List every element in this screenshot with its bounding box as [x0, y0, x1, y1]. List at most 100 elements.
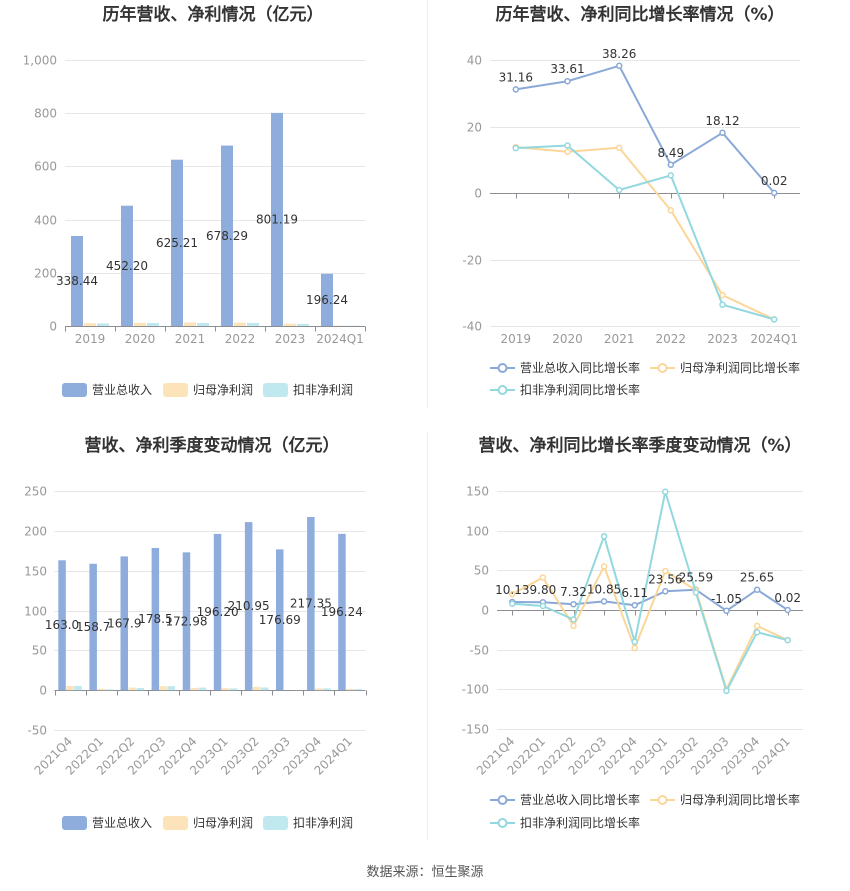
data-label-revenue-2024q1: 196.24 — [321, 605, 363, 619]
bar-net-profit-2022q1 — [97, 688, 105, 691]
legend-item-net-profit-growth: 归母净利润同比增长率 — [650, 360, 800, 375]
bar-revenue-2023q2 — [244, 522, 253, 691]
bar-revenue-2022q1 — [89, 563, 97, 691]
point-deducted-net-profit-growth-2022q3 — [600, 532, 608, 540]
data-label-revenue-2022q1: 158.7 — [76, 620, 110, 634]
y-tick-label: 150 — [24, 565, 47, 579]
point-deducted-net-profit-growth-2024q1 — [770, 316, 778, 323]
line-deducted-net-profit-growth — [515, 144, 775, 321]
point-revenue-growth-2024q1 — [784, 606, 791, 614]
bar-deducted-net-profit-2022 — [247, 322, 259, 326]
legend-item-deducted-net-profit: 扣非净利润 — [263, 816, 353, 830]
bar-revenue-2024q1 — [338, 533, 346, 691]
bar-deducted-net-profit-2023q2 — [260, 687, 269, 691]
data-label-revenue-2021q4: 163.0 — [45, 618, 79, 632]
series-revenue — [58, 517, 346, 691]
series-net-profit — [84, 322, 346, 326]
data-label-revenue-growth-2023q4: 25.65 — [740, 571, 774, 585]
data-label-revenue-2022q2: 167.9 — [107, 616, 141, 630]
bar-revenue-2021q4 — [58, 560, 66, 691]
y-tick-label: 200 — [34, 267, 57, 281]
y-tick-label: 40 — [467, 54, 482, 68]
legend-label: 营业总收入同比增长率 — [520, 792, 640, 807]
bar-deducted-net-profit-2022q1 — [105, 689, 113, 691]
plot-area: 0 200 400 600 800 1,000 2019 2020 2021 2022 2023 20… — [23, 54, 366, 397]
series-deducted-net-profit — [97, 322, 359, 326]
data-label-revenue-2023q3: 176.69 — [259, 613, 301, 627]
bar-deducted-net-profit-2024q1 — [354, 689, 362, 691]
bar-deducted-net-profit-2023 — [297, 323, 309, 326]
y-tick-label: 50 — [474, 564, 489, 578]
point-deducted-net-profit-growth-2022q2 — [570, 616, 577, 623]
legend-swatch — [163, 383, 188, 397]
bar-net-profit-2022q3 — [159, 686, 168, 691]
y-tick-label: 0 — [474, 187, 482, 201]
legend-marker-icon — [657, 363, 668, 373]
bar-deducted-net-profit-2021 — [197, 322, 209, 326]
legend-label: 归母净利润 — [193, 383, 253, 397]
y-tick-label: 100 — [24, 605, 47, 619]
point-revenue-growth-2022 — [667, 161, 675, 169]
data-label-revenue-growth-2022q3: 10.85 — [587, 582, 621, 596]
legend-label: 归母净利润 — [193, 816, 253, 830]
legend-item-net-profit: 归母净利润 — [163, 383, 253, 397]
legend-label: 营业总收入 — [92, 383, 152, 397]
y-tick-label: 200 — [24, 525, 47, 539]
point-revenue-growth-2020 — [564, 77, 571, 85]
x-tick-label-2023: 2023 — [707, 332, 738, 346]
chart-title: 营收、净利季度变动情况（亿元） — [85, 435, 340, 456]
bar-revenue-2022q2 — [120, 556, 128, 691]
bar-net-profit-2023q2 — [252, 686, 261, 691]
legend-item-deducted-net-profit-growth: 扣非净利润同比增长率 — [490, 815, 640, 830]
data-label-revenue-2020: 452.20 — [106, 259, 148, 273]
x-tick-label-2024q1: 2024Q1 — [750, 332, 798, 346]
legend-label: 归母净利润同比增长率 — [680, 792, 800, 807]
y-tick-label: -20 — [462, 254, 482, 268]
x-tick-label-2021: 2021 — [604, 332, 635, 346]
point-net-profit-growth-2022q3 — [600, 563, 608, 570]
data-label-revenue-2023q4: 217.35 — [290, 597, 332, 611]
point-revenue-growth-2023q4 — [753, 586, 761, 593]
point-deducted-net-profit-growth-2022q4 — [631, 638, 638, 645]
legend-item-revenue-growth: 营业总收入同比增长率 — [490, 792, 640, 807]
y-tick-label: -40 — [462, 320, 482, 334]
y-tick-label: 0 — [49, 320, 57, 334]
legend-item-revenue: 营业总收入 — [62, 816, 152, 830]
y-tick-label: -100 — [462, 683, 489, 697]
point-revenue-growth-2022q4 — [631, 601, 638, 609]
bar-net-profit-2024q1 — [346, 688, 354, 691]
bar-net-profit-2021 — [184, 322, 196, 326]
data-label-revenue-growth-2020: 33.61 — [550, 62, 584, 76]
point-net-profit-growth-2022q1 — [539, 574, 547, 581]
legend-swatch — [62, 383, 87, 397]
x-tick-label-2021: 2021 — [175, 332, 206, 346]
legend-item-revenue-growth: 营业总收入同比增长率 — [490, 360, 640, 375]
bar-revenue-2021 — [171, 159, 183, 326]
plot-area: -500501001502002502021Q42022Q12022Q22022… — [24, 485, 367, 830]
data-label-revenue-growth-2022: 8.49 — [657, 146, 684, 160]
bar-net-profit-2023q4 — [315, 688, 323, 691]
point-deducted-net-profit-growth-2022 — [667, 172, 675, 179]
quarterly-growth-rate-chart: 营收、净利同比增长率季度变动情况（%） -150 -100 -50 0 50 100 150… — [462, 435, 803, 830]
data-label-revenue-2023: 801.19 — [256, 212, 298, 226]
point-deducted-net-profit-growth-2023 — [719, 301, 726, 308]
y-tick-label: 1,000 — [23, 54, 57, 68]
bar-revenue-2020 — [121, 205, 133, 326]
data-label-revenue-growth-2024q1: 0.02 — [761, 174, 788, 188]
data-label-revenue-growth-2019: 31.16 — [499, 70, 533, 84]
legend-swatch — [263, 816, 288, 830]
line-net-profit-growth — [515, 146, 775, 321]
y-tick-label: -50 — [27, 724, 47, 738]
legend-label: 营业总收入 — [92, 816, 152, 830]
point-deducted-net-profit-growth-2021 — [615, 186, 623, 194]
bar-revenue-2019 — [71, 235, 83, 326]
legend-item-revenue: 营业总收入 — [62, 383, 152, 397]
point-net-profit-growth-2021 — [615, 144, 623, 152]
data-label-revenue-2021: 625.21 — [156, 236, 198, 250]
y-tick-label: 150 — [466, 485, 489, 499]
chart-title: 历年营收、净利情况（亿元） — [103, 4, 324, 25]
bar-revenue-2023q1 — [213, 533, 222, 691]
point-deducted-net-profit-growth-2022q1 — [539, 602, 547, 610]
point-revenue-growth-2023q1 — [662, 588, 669, 595]
